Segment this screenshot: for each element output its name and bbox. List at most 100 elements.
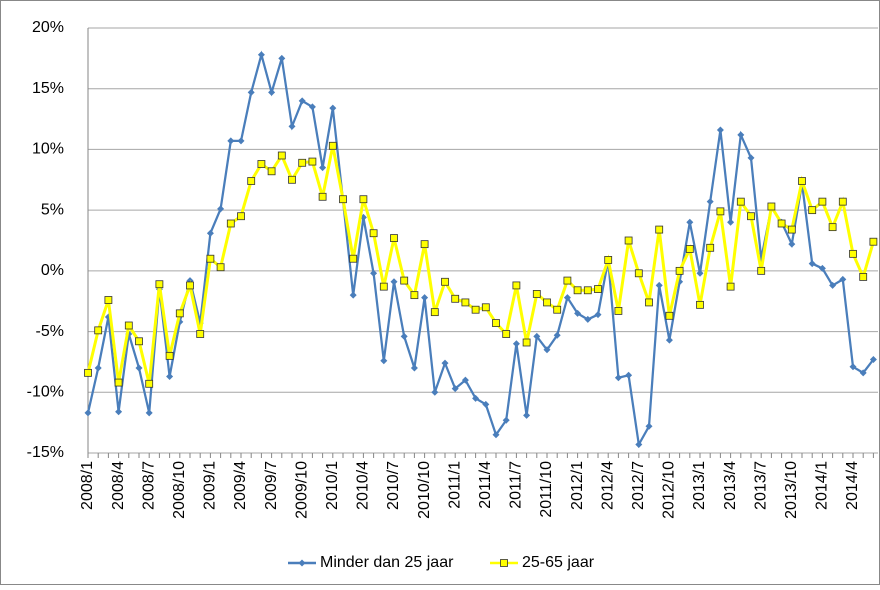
x-tick-label: 2010/7 bbox=[385, 461, 402, 510]
y-tick-label: -15% bbox=[27, 444, 64, 461]
x-tick-label: 2008/1 bbox=[79, 461, 96, 510]
x-tick-label: 2012/4 bbox=[599, 461, 616, 510]
x-tick-label: 2009/10 bbox=[293, 461, 310, 519]
x-tick-label: 2013/1 bbox=[691, 461, 708, 510]
legend-marker bbox=[298, 559, 306, 567]
point-marker bbox=[716, 207, 725, 216]
y-tick-label: -10% bbox=[27, 384, 64, 401]
point-marker bbox=[859, 273, 868, 281]
point-marker bbox=[410, 364, 418, 372]
point-marker bbox=[349, 291, 357, 299]
point-marker bbox=[206, 229, 214, 237]
point-marker bbox=[482, 400, 490, 408]
x-tick-label: 2008/7 bbox=[140, 461, 157, 510]
point-marker bbox=[563, 276, 572, 285]
point-marker bbox=[849, 363, 857, 371]
point-marker bbox=[400, 276, 409, 285]
x-tick-label: 2009/1 bbox=[202, 461, 219, 510]
point-marker bbox=[757, 266, 766, 275]
x-tick-label: 2011/7 bbox=[508, 461, 525, 509]
point-marker bbox=[370, 269, 378, 277]
point-marker bbox=[451, 385, 459, 393]
x-tick-label: 2008/4 bbox=[110, 461, 127, 510]
point-marker bbox=[798, 177, 806, 185]
point-marker bbox=[328, 141, 337, 150]
x-tick-label: 2011/1 bbox=[446, 461, 463, 509]
point-marker bbox=[319, 164, 327, 172]
point-marker bbox=[431, 388, 439, 396]
point-marker bbox=[747, 154, 755, 162]
point-marker bbox=[808, 206, 817, 215]
point-marker bbox=[257, 51, 265, 59]
point-marker bbox=[829, 281, 837, 289]
y-tick-label: 20% bbox=[32, 19, 64, 36]
x-tick-label: 2010/1 bbox=[324, 461, 341, 510]
point-marker bbox=[635, 441, 643, 448]
point-marker bbox=[828, 223, 837, 232]
point-marker bbox=[84, 368, 92, 377]
point-marker bbox=[859, 369, 867, 377]
point-marker bbox=[624, 236, 633, 245]
point-marker bbox=[420, 240, 429, 249]
point-marker bbox=[573, 286, 582, 295]
point-marker bbox=[522, 338, 531, 347]
point-marker bbox=[380, 357, 388, 365]
point-marker bbox=[523, 411, 531, 419]
point-marker bbox=[838, 197, 847, 206]
point-marker bbox=[583, 286, 592, 295]
point-marker bbox=[461, 298, 470, 307]
point-marker bbox=[461, 376, 469, 384]
point-marker bbox=[502, 330, 511, 338]
point-marker bbox=[410, 291, 419, 300]
x-tick-label: 2013/7 bbox=[752, 461, 769, 510]
point-marker bbox=[512, 340, 520, 348]
point-marker bbox=[737, 131, 745, 139]
legend-label: Minder dan 25 jaar bbox=[320, 554, 454, 571]
point-marker bbox=[574, 309, 582, 317]
point-marker bbox=[736, 197, 745, 206]
point-marker bbox=[166, 373, 174, 380]
y-tick-label: 10% bbox=[32, 141, 64, 158]
point-marker bbox=[696, 269, 704, 277]
point-marker bbox=[84, 409, 92, 417]
point-marker bbox=[665, 336, 673, 344]
point-marker bbox=[625, 371, 633, 379]
point-marker bbox=[257, 160, 266, 168]
point-marker bbox=[492, 431, 500, 439]
point-marker bbox=[206, 254, 215, 263]
point-marker bbox=[533, 332, 541, 340]
y-tick-label: -5% bbox=[36, 323, 64, 340]
point-marker bbox=[278, 54, 286, 62]
point-marker bbox=[543, 298, 551, 307]
point-marker bbox=[563, 294, 571, 302]
point-marker bbox=[747, 212, 755, 221]
x-tick-label: 2009/4 bbox=[232, 461, 249, 510]
point-marker bbox=[135, 364, 143, 372]
point-marker bbox=[298, 158, 307, 167]
legend-label: 25-65 jaar bbox=[522, 554, 595, 571]
point-marker bbox=[186, 281, 194, 290]
point-marker bbox=[777, 219, 786, 228]
x-tick-label: 2013/10 bbox=[783, 461, 800, 519]
point-marker bbox=[818, 197, 827, 206]
point-marker bbox=[430, 308, 439, 317]
legend-marker bbox=[500, 559, 508, 567]
point-marker bbox=[492, 319, 500, 327]
point-marker bbox=[227, 137, 235, 145]
point-marker bbox=[726, 282, 735, 291]
y-tick-label: 0% bbox=[41, 262, 64, 279]
point-marker bbox=[268, 88, 276, 96]
point-marker bbox=[175, 309, 184, 318]
point-marker bbox=[665, 311, 674, 320]
point-marker bbox=[512, 281, 521, 290]
point-marker bbox=[655, 281, 663, 289]
point-marker bbox=[727, 218, 735, 226]
point-marker bbox=[216, 263, 225, 272]
x-tick-label: 2012/1 bbox=[569, 461, 586, 510]
point-marker bbox=[614, 374, 622, 382]
point-marker bbox=[196, 330, 205, 338]
point-marker bbox=[390, 278, 398, 286]
point-marker bbox=[135, 337, 143, 346]
point-marker bbox=[115, 408, 123, 416]
